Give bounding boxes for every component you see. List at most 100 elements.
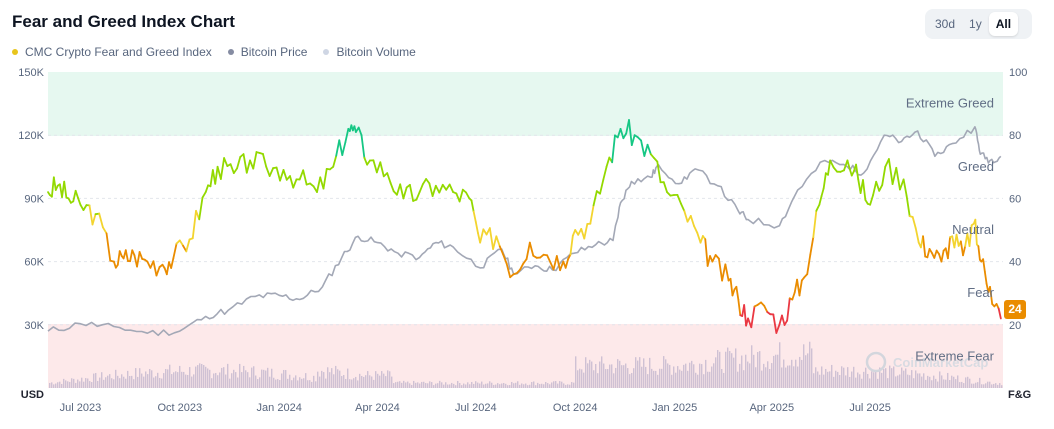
volume-bar bbox=[221, 367, 223, 388]
volume-bar bbox=[901, 367, 903, 388]
fear-greed-segment bbox=[947, 236, 951, 260]
fear-greed-segment bbox=[763, 304, 769, 313]
volume-bar bbox=[671, 374, 673, 388]
zone-label: Extreme Fear bbox=[915, 348, 994, 363]
volume-bar bbox=[855, 377, 857, 388]
volume-bar bbox=[381, 371, 383, 388]
fear-greed-segment bbox=[448, 183, 455, 193]
volume-bar bbox=[675, 372, 677, 388]
volume-bar bbox=[991, 384, 993, 388]
fear-greed-segment bbox=[434, 184, 441, 194]
volume-bar bbox=[807, 353, 809, 388]
volume-bar bbox=[295, 375, 297, 388]
volume-bar bbox=[113, 379, 115, 388]
volume-bar bbox=[735, 348, 737, 388]
range-1y-button[interactable]: 1y bbox=[969, 17, 982, 31]
volume-bar bbox=[919, 373, 921, 388]
fear-greed-segment bbox=[933, 249, 938, 259]
range-all-button[interactable]: All bbox=[988, 12, 1019, 36]
fear-greed-segment bbox=[583, 223, 589, 240]
volume-bar bbox=[637, 360, 639, 388]
volume-bar bbox=[69, 381, 71, 388]
fear-greed-segment bbox=[341, 141, 347, 156]
volume-bar bbox=[533, 381, 535, 388]
legend-dot-bitcoin-volume bbox=[323, 49, 330, 55]
volume-bar bbox=[53, 384, 55, 388]
volume-bar bbox=[307, 380, 309, 388]
volume-bar bbox=[143, 376, 145, 388]
volume-bar bbox=[731, 353, 733, 388]
volume-bar bbox=[469, 384, 471, 388]
bitcoin-price-line bbox=[47, 126, 1002, 337]
volume-bar bbox=[945, 379, 947, 388]
volume-bar bbox=[837, 371, 839, 388]
volume-bar bbox=[963, 383, 965, 388]
legend-item-fear-greed[interactable]: CMC Crypto Fear and Greed Index bbox=[12, 45, 212, 59]
volume-bar bbox=[597, 373, 599, 388]
volume-bar bbox=[769, 368, 771, 388]
volume-bar bbox=[749, 363, 751, 388]
volume-bar bbox=[245, 370, 247, 388]
fear-greed-segment bbox=[338, 139, 344, 156]
fear-greed-segment bbox=[302, 169, 308, 186]
volume-bar bbox=[829, 371, 831, 388]
volume-bar bbox=[917, 373, 919, 388]
volume-bar bbox=[943, 379, 945, 388]
time-range-selector[interactable]: 30d 1y All bbox=[925, 9, 1032, 39]
fear-greed-segment bbox=[564, 258, 569, 269]
fear-greed-segment bbox=[628, 119, 633, 147]
legend-item-bitcoin-price[interactable]: Bitcoin Price bbox=[227, 45, 307, 59]
volume-bar bbox=[345, 378, 347, 388]
volume-bar bbox=[235, 372, 237, 388]
volume-bar bbox=[719, 351, 721, 388]
volume-bar bbox=[193, 374, 195, 388]
fear-greed-segment bbox=[88, 204, 94, 226]
volume-bar bbox=[303, 378, 305, 388]
volume-bar bbox=[171, 374, 173, 388]
volume-bar bbox=[131, 375, 133, 388]
fear-greed-segment bbox=[357, 126, 363, 137]
volume-bar bbox=[713, 363, 715, 388]
volume-bar bbox=[569, 384, 571, 388]
fear-greed-segment bbox=[505, 262, 512, 279]
fear-greed-segment bbox=[525, 241, 531, 260]
fear-greed-segment bbox=[902, 178, 908, 197]
fear-greed-segment bbox=[872, 180, 878, 196]
volume-bar bbox=[537, 382, 539, 388]
volume-bar bbox=[275, 379, 277, 388]
volume-bar bbox=[815, 367, 817, 388]
fear-greed-segment bbox=[888, 158, 894, 185]
legend-item-bitcoin-volume[interactable]: Bitcoin Volume bbox=[323, 45, 416, 59]
time-tick-label: Apr 2025 bbox=[749, 402, 794, 414]
volume-bar bbox=[229, 378, 231, 388]
volume-bar bbox=[497, 383, 499, 388]
volume-bar bbox=[923, 373, 925, 388]
volume-bar bbox=[871, 371, 873, 388]
volume-bar bbox=[705, 359, 707, 388]
volume-bar bbox=[147, 374, 149, 388]
fear-greed-segment bbox=[375, 161, 382, 174]
range-30d-button[interactable]: 30d bbox=[935, 17, 956, 31]
volume-bar bbox=[63, 378, 65, 388]
volume-bar bbox=[291, 380, 293, 388]
price-tick-label: 30K bbox=[24, 320, 44, 332]
fear-greed-segment bbox=[706, 255, 711, 267]
fear-greed-segment bbox=[232, 167, 238, 175]
fear-greed-segment bbox=[470, 199, 475, 213]
volume-bar bbox=[331, 368, 333, 388]
fear-greed-segment bbox=[643, 143, 649, 157]
fear-greed-segment bbox=[498, 245, 505, 256]
volume-bar bbox=[771, 363, 773, 388]
fear-greed-segment bbox=[899, 178, 905, 191]
volume-bar bbox=[653, 370, 655, 388]
fear-greed-segment bbox=[914, 227, 920, 244]
volume-bar bbox=[695, 372, 697, 388]
time-tick-label: Oct 2024 bbox=[553, 402, 598, 414]
volume-bar bbox=[699, 363, 701, 388]
volume-bar bbox=[643, 358, 645, 388]
fear-greed-segment bbox=[105, 232, 112, 262]
volume-bar bbox=[309, 380, 311, 388]
fear-greed-tick-label: 80 bbox=[1009, 130, 1021, 142]
fear-greed-segment bbox=[699, 235, 704, 244]
